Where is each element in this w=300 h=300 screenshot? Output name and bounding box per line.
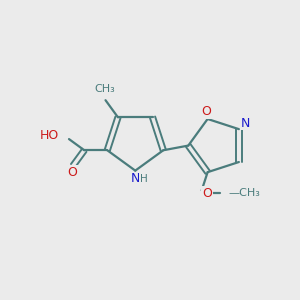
Text: H: H [140, 174, 147, 184]
Text: N: N [241, 117, 250, 130]
Text: O: O [201, 105, 211, 118]
Text: HO: HO [39, 129, 59, 142]
Text: CH₃: CH₃ [94, 84, 115, 94]
Text: N: N [130, 172, 140, 185]
Text: —CH₃: —CH₃ [229, 188, 261, 198]
Text: O: O [202, 187, 212, 200]
Text: O: O [68, 166, 77, 178]
